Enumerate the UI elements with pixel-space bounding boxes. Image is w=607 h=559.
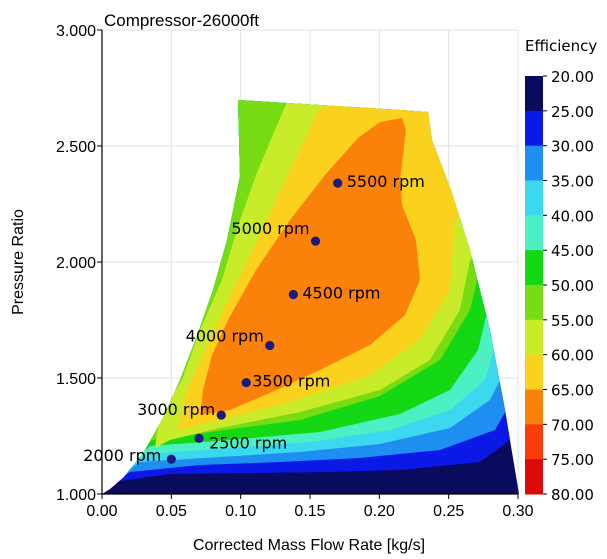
speed-point (310, 236, 321, 246)
x-tick-labels: 0.00 0.05 0.10 0.15 0.20 0.25 0.30 (86, 503, 533, 520)
colorbar-swatch (525, 110, 543, 147)
x-axis-label: Corrected Mass Flow Rate [kg/s] (193, 537, 425, 554)
colorbar-swatch (525, 424, 543, 460)
x-tick-label: 0.10 (225, 503, 256, 520)
speed-point-label: 4000 rpm (186, 327, 264, 346)
colorbar-swatch (525, 389, 543, 425)
colorbar-swatch (525, 180, 543, 216)
y-tick-label: 1.000 (56, 487, 96, 504)
colorbar-swatch (525, 459, 543, 495)
y-tick-labels: 1.000 1.500 2.000 2.500 3.000 (56, 23, 96, 504)
colorbar-swatch (525, 354, 543, 390)
colorbar-label: 75.00 (551, 451, 594, 469)
colorbar-swatch (525, 250, 543, 286)
colorbar-label: 20.00 (551, 68, 594, 86)
colorbar-title: Efficiency (525, 37, 597, 55)
speed-point-label: 3500 rpm (252, 372, 330, 391)
speed-point-label: 2500 rpm (209, 433, 287, 452)
colorbar-label: 70.00 (551, 416, 594, 434)
colorbar-label: 45.00 (551, 242, 594, 260)
y-tick-label: 3.000 (56, 23, 96, 40)
speed-point (241, 378, 251, 388)
colorbar: 20.00 25.00 30.00 35.00 40.00 45.00 50.00 55.00… (525, 68, 594, 504)
colorbar-swatch (525, 319, 543, 356)
colorbar-label: 35.00 (551, 173, 594, 191)
speed-point-label: 5000 rpm (231, 219, 309, 238)
x-tick-label: 0.30 (502, 503, 533, 520)
colorbar-label: 80.00 (551, 486, 594, 504)
colorbar-label: 50.00 (551, 277, 594, 295)
speed-point (194, 433, 204, 443)
colorbar-label: 60.00 (551, 347, 594, 365)
colorbar-label: 40.00 (551, 207, 594, 225)
chart-title: Compressor-26000ft (104, 11, 259, 30)
colorbar-label: 55.00 (551, 312, 594, 330)
speed-point (288, 289, 298, 300)
colorbar-label: 65.00 (551, 382, 594, 400)
x-tick-label: 0.15 (294, 503, 325, 520)
speed-point (333, 178, 343, 188)
colorbar-swatch (525, 145, 543, 181)
contour-band-65 (200, 118, 420, 415)
speed-point (265, 340, 275, 351)
x-tick-label: 0.05 (156, 503, 187, 520)
speed-point (216, 410, 226, 420)
colorbar-swatch (525, 76, 543, 112)
colorbar-label: 25.00 (551, 103, 594, 121)
y-tick-label: 2.500 (56, 139, 96, 156)
speed-point-label: 2000 rpm (83, 446, 161, 465)
colorbar-swatch (525, 215, 543, 251)
y-tick-label: 2.000 (56, 255, 96, 272)
y-axis-label: Pressure Ratio (10, 209, 27, 315)
speed-point-label: 4500 rpm (302, 283, 380, 302)
x-tick-label: 0.20 (364, 503, 395, 520)
colorbar-label: 30.00 (551, 138, 594, 156)
colorbar-swatch (525, 285, 543, 321)
speed-point (166, 454, 176, 464)
y-tick-label: 1.500 (56, 371, 96, 388)
speed-points: 2000 rpm 2500 rpm 3000 rpm 3500 rpm 4000 rpm… (83, 172, 425, 465)
x-tick-label: 0.00 (86, 503, 117, 520)
speed-point-label: 3000 rpm (137, 400, 215, 419)
tick-marks (97, 29, 519, 499)
speed-point-label: 5500 rpm (347, 172, 425, 191)
x-tick-label: 0.25 (433, 503, 464, 520)
